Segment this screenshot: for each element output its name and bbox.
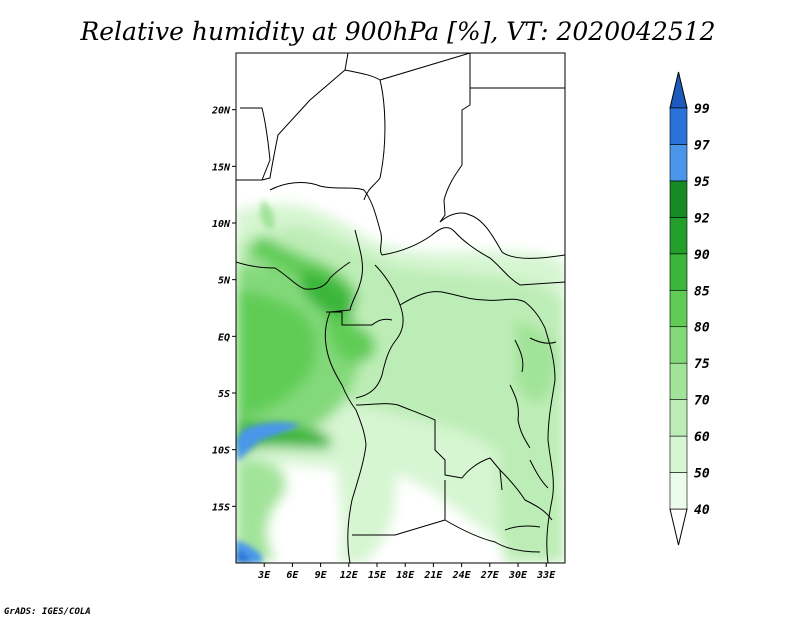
colorbar-swatch xyxy=(669,472,688,510)
longitude-axis: 3E 6E 9E 12E 15E 18E 21E 24E 27E 30E 33E xyxy=(257,563,556,581)
lon-tick-label: 21E xyxy=(423,570,443,581)
lat-tick-label: 10N xyxy=(212,219,231,230)
lat-tick-label: 15S xyxy=(212,502,230,513)
colorbar-swatch xyxy=(669,435,688,473)
latitude-axis: 20N 15N 10N 5N EQ 5S 10S 15S xyxy=(211,106,236,513)
colorbar-label: 95 xyxy=(694,175,710,190)
lat-tick-label: 5N xyxy=(218,276,231,287)
lon-tick-label: 18E xyxy=(396,570,415,581)
colorbar-label: 99 xyxy=(694,102,710,117)
colorbar-label: 85 xyxy=(694,284,710,299)
colorbar-swatch xyxy=(669,217,688,255)
colorbar-label: 90 xyxy=(694,248,710,263)
lon-tick-label: 15E xyxy=(368,570,387,581)
map-frame xyxy=(235,52,566,564)
colorbar: 40 50 60 70 75 80 85 90 92 95 97 99 xyxy=(669,71,710,546)
colorbar-label: 97 xyxy=(694,138,710,153)
colorbar-label: 75 xyxy=(694,357,710,372)
lon-tick-label: 27E xyxy=(480,570,500,581)
grads-credit: GrADS: IGES/COLA xyxy=(4,607,91,617)
colorbar-label: 50 xyxy=(694,467,710,482)
colorbar-bottom-arrow xyxy=(669,508,688,546)
lon-tick-label: 30E xyxy=(508,570,528,581)
colorbar-label: 80 xyxy=(694,321,710,336)
lon-tick-label: 6E xyxy=(286,570,299,581)
colorbar-label: 60 xyxy=(694,430,710,445)
humidity-field xyxy=(236,53,565,563)
colorbar-label: 92 xyxy=(694,211,710,226)
lon-tick-label: 3E xyxy=(257,570,271,581)
colorbar-swatch xyxy=(669,180,688,218)
colorbar-swatch xyxy=(669,107,688,145)
lat-tick-label: 20N xyxy=(211,106,231,117)
colorbar-label: 40 xyxy=(694,503,710,518)
lon-tick-label: 12E xyxy=(340,570,359,581)
lon-tick-label: 9E xyxy=(315,570,328,581)
colorbar-label: 70 xyxy=(694,394,710,409)
lat-tick-label: 15N xyxy=(212,162,231,173)
country-borders xyxy=(236,53,565,563)
colorbar-top-arrow xyxy=(669,71,688,109)
colorbar-swatch xyxy=(669,326,688,364)
colorbar-swatch xyxy=(669,253,688,291)
colorbar-swatch xyxy=(669,144,688,182)
lat-tick-label: 5S xyxy=(218,389,230,400)
colorbar-swatch xyxy=(669,362,688,400)
lon-tick-label: 24E xyxy=(452,570,472,581)
lon-tick-label: 33E xyxy=(536,570,556,581)
map-title: Relative humidity at 900hPa [%], VT: 202… xyxy=(79,17,715,46)
lat-tick-label: 10S xyxy=(212,446,230,457)
colorbar-swatch xyxy=(669,399,688,437)
lat-tick-label: EQ xyxy=(218,332,230,343)
colorbar-swatch xyxy=(669,289,688,328)
